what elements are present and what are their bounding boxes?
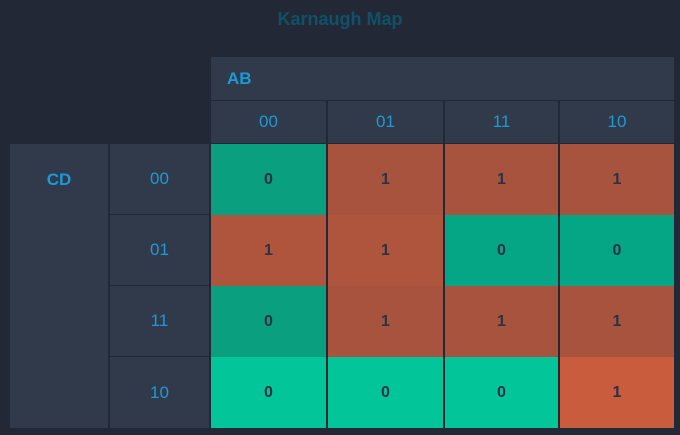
col-label-11: 11 [445,101,558,143]
col-variable-label: AB [227,68,252,88]
kmap-cell[interactable]: 0 [211,357,326,428]
kmap-cell[interactable]: 1 [211,215,326,286]
col-label-10: 10 [560,101,674,143]
kmap-cell[interactable]: 1 [560,357,674,428]
kmap-cell[interactable]: 1 [560,144,674,215]
row-label-11: 11 [110,286,209,356]
col-label-01: 01 [328,101,443,143]
kmap-cell[interactable]: 1 [445,286,558,357]
row-label-10: 10 [110,357,209,428]
kmap-cell[interactable]: 0 [328,357,443,428]
kmap-cell[interactable]: 0 [445,215,558,286]
kmap-cell[interactable]: 1 [560,286,674,357]
row-variable-label: CD [46,170,72,189]
kmap-cell[interactable]: 0 [560,215,674,286]
row-label-00: 00 [110,144,209,214]
kmap-cell[interactable]: 0 [211,144,326,215]
row-label-01: 01 [110,215,209,285]
kmap-cell[interactable]: 1 [328,144,443,215]
kmap-cell[interactable]: 0 [211,286,326,357]
page-title: Karnaugh Map [277,9,403,29]
col-variable-header: AB [211,57,674,100]
row-variable-header: CD [10,144,108,428]
kmap-cell[interactable]: 1 [328,286,443,357]
kmap-cell[interactable]: 1 [445,144,558,215]
kmap-cell[interactable]: 1 [328,215,443,286]
kmap-cell[interactable]: 0 [445,357,558,428]
col-label-00: 00 [211,101,326,143]
